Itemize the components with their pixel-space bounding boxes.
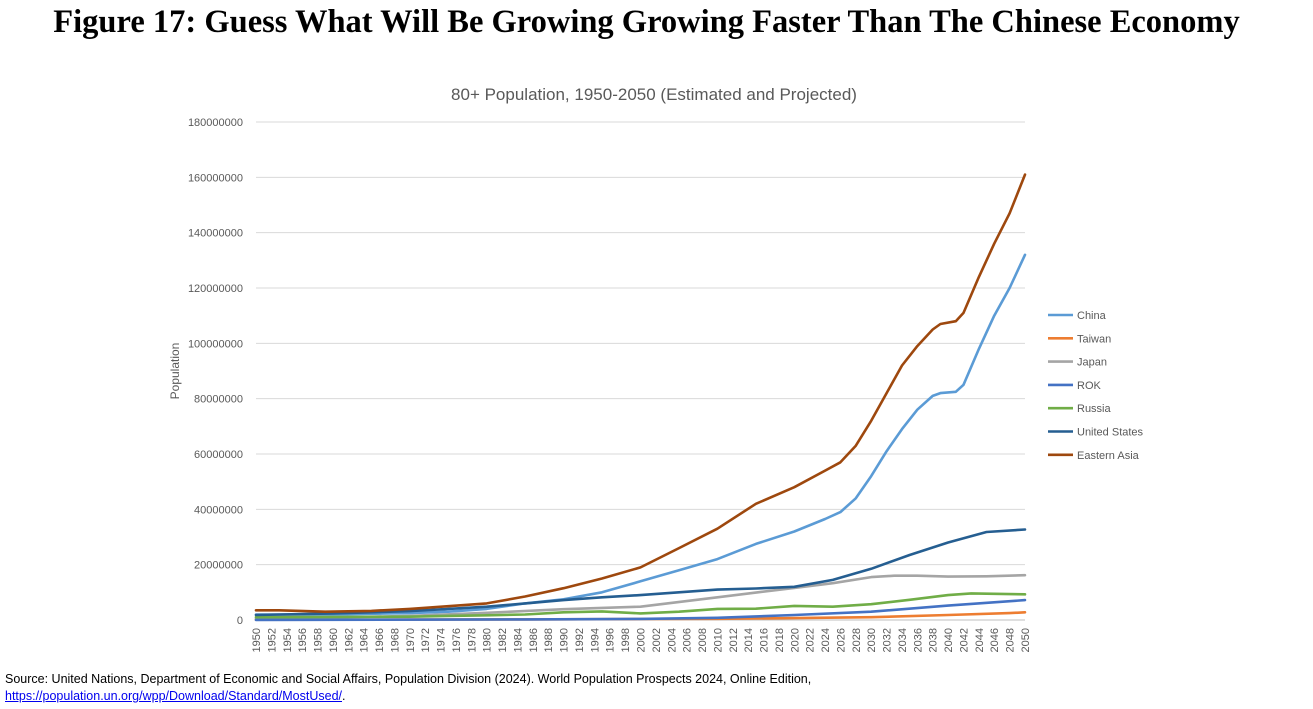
y-tick-labels: 0 20000000 40000000 60000000 80000000 1000000… (188, 117, 243, 627)
y-tick-label: 20000000 (194, 560, 243, 572)
x-tick-label: 2024 (820, 628, 832, 652)
legend-label: Japan (1077, 357, 1107, 369)
source-text: Source: United Nations, Department of Ec… (5, 672, 812, 686)
x-tick-label: 2028 (851, 628, 863, 652)
series-line-russia (254, 592, 1027, 619)
y-tick-label: 140000000 (188, 228, 243, 240)
y-tick-label: 180000000 (188, 117, 243, 129)
x-tick-label: 2022 (805, 628, 817, 652)
y-tick-label: 40000000 (194, 504, 243, 516)
x-tick-label: 1958 (313, 628, 325, 652)
x-tick-label: 1962 (343, 628, 355, 652)
x-tick-label: 1988 (543, 628, 555, 652)
x-tick-label: 2010 (712, 628, 724, 652)
x-tick-label: 1974 (436, 628, 448, 652)
x-tick-label: 1980 (482, 628, 494, 652)
x-tick-label: 1950 (251, 628, 263, 652)
source-link[interactable]: https://population.un.org/wpp/Download/S… (5, 689, 343, 703)
x-tick-label: 2018 (774, 628, 786, 652)
y-tick-label: 100000000 (188, 338, 243, 350)
x-tick-label: 2036 (912, 628, 924, 652)
x-tick-label: 1960 (328, 628, 340, 652)
y-tick-label: 160000000 (188, 172, 243, 184)
x-tick-label: 2016 (759, 628, 771, 652)
x-tick-label: 2026 (835, 628, 847, 652)
x-tick-labels: 1950 1952 1954 1956 1958 1960 1962 1964 1966 1968… (251, 628, 1032, 652)
x-tick-label: 2012 (728, 628, 740, 652)
x-tick-label: 2042 (958, 628, 970, 652)
series-line-japan (254, 573, 1027, 620)
x-tick-label: 2048 (1005, 628, 1017, 652)
x-tick-label: 1952 (266, 628, 278, 652)
x-tick-label: 1968 (389, 628, 401, 652)
x-tick-label: 1992 (574, 628, 586, 652)
x-tick-label: 1978 (466, 628, 478, 652)
x-tick-label: 2006 (682, 628, 694, 652)
legend-label: ROK (1077, 380, 1102, 392)
legend-label: China (1077, 310, 1107, 322)
x-tick-label: 1966 (374, 628, 386, 652)
x-tick-label: 2034 (897, 628, 909, 652)
y-tick-label: 60000000 (194, 449, 243, 461)
y-tick-label: 80000000 (194, 394, 243, 406)
x-tick-label: 2050 (1020, 628, 1032, 652)
x-tick-label: 2004 (666, 628, 678, 652)
x-tick-label: 2002 (651, 628, 663, 652)
legend-label: Taiwan (1077, 333, 1111, 345)
series-line-china (254, 253, 1027, 616)
x-tick-label: 1990 (559, 628, 571, 652)
x-tick-label: 1994 (589, 628, 601, 652)
x-tick-label: 1982 (497, 628, 509, 652)
series-lines (254, 173, 1027, 622)
figure-title: Figure 17: Guess What Will Be Growing Gr… (53, 4, 1240, 40)
x-tick-label: 1986 (528, 628, 540, 652)
x-tick-label: 1996 (605, 628, 617, 652)
x-tick-label: 1998 (620, 628, 632, 652)
x-tick-label: 2008 (697, 628, 709, 652)
x-tick-label: 1970 (405, 628, 417, 652)
legend-label: Russia (1077, 403, 1112, 415)
x-tick-label: 1976 (451, 628, 463, 652)
x-tick-label: 2038 (928, 628, 940, 652)
x-tick-label: 2020 (789, 628, 801, 652)
x-tick-label: 1984 (512, 628, 524, 652)
x-tick-label: 1956 (297, 628, 309, 652)
gridlines (256, 121, 1025, 621)
series-line-eastern-asia (254, 173, 1027, 614)
y-tick-label: 120000000 (188, 283, 243, 295)
x-tick-label: 2030 (866, 628, 878, 652)
source-note: Source: United Nations, Department of Ec… (5, 671, 811, 705)
x-tick-label: 1972 (420, 628, 432, 652)
y-tick-label: 0 (237, 615, 243, 627)
legend: China Taiwan Japan ROK Russia United States Ea… (1048, 310, 1144, 462)
x-tick-label: 2040 (943, 628, 955, 652)
chart-title: 80+ Population, 1950-2050 (Estimated and… (451, 85, 857, 104)
y-axis-label: Population (168, 343, 182, 400)
x-tick-label: 2014 (743, 628, 755, 652)
legend-label: Eastern Asia (1077, 450, 1140, 462)
series-line-rok (254, 598, 1027, 622)
x-tick-label: 2000 (636, 628, 648, 652)
x-tick-label: 2044 (974, 628, 986, 652)
x-tick-label: 2046 (989, 628, 1001, 652)
x-tick-label: 1954 (282, 628, 294, 652)
x-tick-label: 2032 (882, 628, 894, 652)
x-tick-label: 1964 (359, 628, 371, 652)
legend-label: United States (1077, 427, 1144, 439)
source-link-suffix: . (342, 689, 346, 703)
series-line-united-states (254, 528, 1027, 617)
